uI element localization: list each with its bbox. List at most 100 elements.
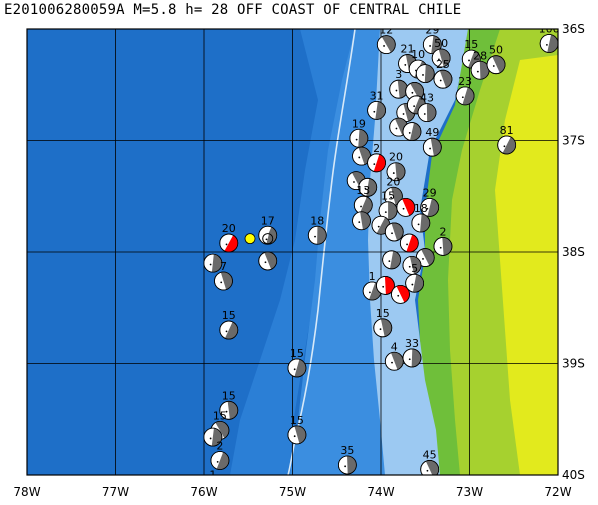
beachball-outline bbox=[433, 69, 453, 89]
beachball: 29 bbox=[422, 29, 442, 55]
beachball: 15 bbox=[378, 190, 398, 221]
beachball-axis bbox=[390, 196, 393, 199]
depth-label: 20 bbox=[386, 175, 400, 188]
beachball: 15 bbox=[373, 307, 393, 338]
beachball-outline bbox=[219, 400, 239, 420]
beachball-quadrant bbox=[397, 80, 408, 99]
beachball: 25 bbox=[433, 58, 453, 89]
beachball-quadrant bbox=[442, 237, 452, 256]
x-tick-label: 75W bbox=[279, 485, 306, 499]
beachball-axis bbox=[461, 96, 464, 99]
depth-label: 15 bbox=[290, 414, 304, 427]
beachball: 19 bbox=[349, 117, 369, 148]
beachball-axis bbox=[265, 238, 268, 241]
beachball-outline bbox=[382, 250, 402, 270]
depth-label: 49 bbox=[425, 126, 439, 139]
beachball bbox=[402, 122, 422, 141]
beachball-quadrant bbox=[216, 452, 229, 470]
beachball-axis bbox=[209, 263, 212, 266]
beachball-axis bbox=[438, 58, 440, 61]
depth-label: 1 bbox=[369, 270, 376, 283]
beachball bbox=[382, 250, 402, 270]
beachball-outline bbox=[384, 222, 404, 242]
beachball-axis bbox=[225, 330, 228, 333]
beachball-axis bbox=[408, 358, 411, 361]
beachball-quadrant bbox=[360, 211, 371, 230]
beachball: 1 bbox=[209, 468, 216, 475]
beachball-quadrant bbox=[438, 48, 451, 67]
y-tick-label: 40S bbox=[562, 468, 585, 482]
beachball-quadrant bbox=[424, 64, 435, 83]
beachball-quadrant bbox=[264, 251, 277, 270]
beachball: 2 bbox=[210, 440, 230, 470]
beachball-axis bbox=[406, 243, 408, 246]
beachball-axis bbox=[379, 328, 382, 331]
beachball-quadrant bbox=[373, 154, 386, 172]
beachball-axis bbox=[373, 163, 376, 166]
beachball-quadrant bbox=[409, 256, 421, 275]
depth-label: 23 bbox=[458, 75, 472, 88]
beachball: 7 bbox=[214, 260, 233, 291]
beachball-axis bbox=[402, 113, 405, 115]
beachball: 15 bbox=[219, 389, 239, 420]
depth-label: 13 bbox=[356, 184, 370, 197]
beachball-axis bbox=[216, 460, 219, 463]
beachball-outline bbox=[486, 55, 506, 75]
beachball: 33 bbox=[402, 337, 422, 368]
beachball-quadrant bbox=[358, 129, 368, 148]
beachball-quadrant bbox=[406, 234, 419, 253]
depth-label: 21 bbox=[401, 43, 415, 56]
beachball-axis bbox=[429, 45, 431, 47]
beachball-outline bbox=[367, 153, 386, 173]
beachball-axis bbox=[426, 469, 429, 472]
depth-label: 20 bbox=[222, 222, 236, 235]
beachball-quadrant bbox=[220, 271, 233, 290]
beachball-axis bbox=[411, 283, 414, 286]
x-tick-label: 78W bbox=[13, 485, 40, 499]
depth-label: 15 bbox=[222, 389, 236, 402]
beachball-axis bbox=[364, 187, 367, 190]
beachball-axis bbox=[422, 258, 424, 260]
beachball-axis bbox=[439, 79, 442, 82]
depth-label: 31 bbox=[370, 89, 384, 102]
beachball-axis bbox=[344, 465, 347, 468]
beachball-outline bbox=[497, 135, 517, 155]
depth-label: 50 bbox=[434, 37, 448, 50]
depth-label: 50 bbox=[489, 44, 503, 57]
beachball-axis bbox=[358, 156, 361, 159]
beachball-outline bbox=[405, 273, 425, 293]
beachball-quadrant bbox=[402, 198, 415, 216]
depth-label: 45 bbox=[423, 448, 437, 461]
beachball-axis bbox=[429, 147, 431, 150]
beachball-outline bbox=[433, 237, 453, 256]
beachball: 100 bbox=[539, 22, 560, 53]
y-tick-label: 37S bbox=[562, 134, 585, 148]
beachball: 29 bbox=[420, 186, 440, 217]
beachball-quadrant bbox=[430, 138, 442, 157]
beachball-quadrant bbox=[366, 178, 377, 197]
beachball-axis bbox=[391, 361, 393, 364]
beachball-axis bbox=[468, 59, 470, 62]
beachball: 20 bbox=[219, 222, 239, 253]
beachball-axis bbox=[382, 285, 385, 288]
beachball-outline bbox=[258, 225, 278, 245]
depth-label: 100 bbox=[539, 22, 560, 35]
beachball-axis bbox=[369, 291, 371, 294]
beachball-axis bbox=[225, 410, 228, 413]
beachball-quadrant bbox=[502, 136, 516, 154]
beachball-quadrant bbox=[294, 359, 306, 377]
beachball-outline bbox=[337, 455, 357, 475]
beachball-axis bbox=[373, 110, 376, 113]
beachball-axis bbox=[417, 223, 420, 226]
depth-label: 35 bbox=[340, 444, 354, 457]
beachball-outline bbox=[352, 211, 371, 231]
beachball: 43 bbox=[417, 92, 437, 123]
beachball-axis bbox=[503, 145, 506, 148]
beachball-outline bbox=[455, 86, 475, 106]
beachball-axis bbox=[360, 205, 362, 208]
beachball-quadrant bbox=[384, 276, 395, 295]
beachball-quadrant bbox=[294, 425, 306, 444]
beachball bbox=[391, 284, 410, 304]
depth-label: 25 bbox=[436, 58, 450, 71]
